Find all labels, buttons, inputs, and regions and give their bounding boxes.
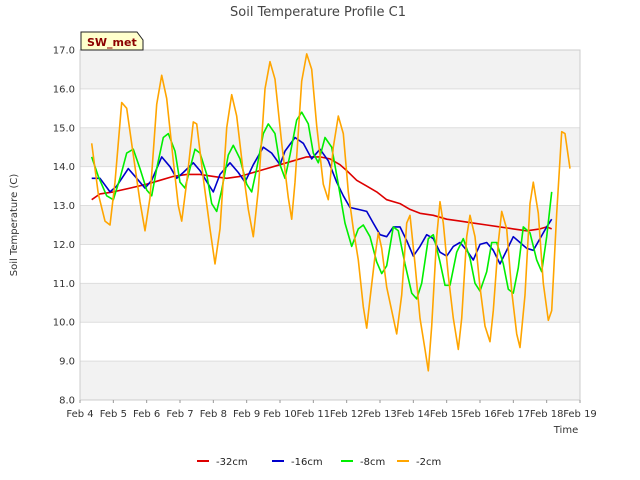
x-tick-label: Feb 4 <box>66 409 93 420</box>
grid-band <box>80 50 580 89</box>
x-tick-label: Feb 19 <box>563 409 597 420</box>
series-lines <box>90 53 571 372</box>
y-tick-label: 8.0 <box>59 396 75 407</box>
x-tick-label: Feb 8 <box>200 409 227 420</box>
grid-band <box>80 127 580 167</box>
y-tick-label: 13.0 <box>53 201 75 212</box>
x-tick-label: Feb 17 <box>497 409 531 420</box>
legend-label: -8cm <box>360 457 385 468</box>
plot-background-bands <box>80 50 580 401</box>
grid-band <box>80 205 580 245</box>
grid-band <box>80 361 580 400</box>
x-tick-label: Feb 15 <box>430 409 464 420</box>
station-badge: SW_met <box>80 31 144 51</box>
x-tick-label: Feb 13 <box>363 409 397 420</box>
y-tick-label: 17.0 <box>53 46 75 57</box>
y-tick-label: 11.0 <box>53 279 75 290</box>
y-axis-label: Soil Temperature (C) <box>9 174 20 277</box>
x-tick-label: Feb 14 <box>397 409 431 420</box>
y-tick-label: 15.0 <box>53 123 75 134</box>
x-tick-label: Feb 6 <box>133 409 160 420</box>
y-axis-ticks: 8.0 9.0 10.0 11.0 12.0 13.0 14.0 15.0 16.0 17.0 <box>53 46 75 407</box>
legend-label: -32cm <box>216 457 248 468</box>
series-line-32cm <box>91 156 552 232</box>
y-tick-label: 9.0 <box>59 357 75 368</box>
x-axis-label: Time <box>553 425 578 436</box>
y-tick-label: 10.0 <box>53 318 75 329</box>
station-badge-box <box>80 31 144 51</box>
x-tick-label: Feb 12 <box>330 409 364 420</box>
x-tick-label: Feb 9 <box>233 409 260 420</box>
legend: -32cm -16cm -8cm -2cm <box>197 457 441 468</box>
station-badge-label: SW_met <box>87 36 137 49</box>
x-tick-label: Feb 7 <box>166 409 193 420</box>
legend-label: -16cm <box>291 457 323 468</box>
y-tick-label: 12.0 <box>53 240 75 251</box>
x-axis-ticks: Feb 4 Feb 5 Feb 6 Feb 7 Feb 8 Feb 9 Feb 10 Feb … <box>66 400 597 420</box>
x-tick-label: Feb 16 <box>463 409 497 420</box>
x-tick-label: Feb 11 <box>297 409 331 420</box>
x-tick-label: Feb 18 <box>530 409 564 420</box>
grid-band <box>80 283 580 323</box>
x-tick-label: Feb 5 <box>100 409 127 420</box>
series-line-2cm <box>90 53 571 372</box>
legend-label: -2cm <box>416 457 441 468</box>
x-tick-label: Feb 10 <box>263 409 297 420</box>
series-line-8cm <box>90 111 553 300</box>
y-tick-label: 14.0 <box>53 162 75 173</box>
y-tick-label: 16.0 <box>53 84 75 95</box>
chart-title: Soil Temperature Profile C1 <box>230 5 406 20</box>
plot-frame <box>79 49 581 401</box>
